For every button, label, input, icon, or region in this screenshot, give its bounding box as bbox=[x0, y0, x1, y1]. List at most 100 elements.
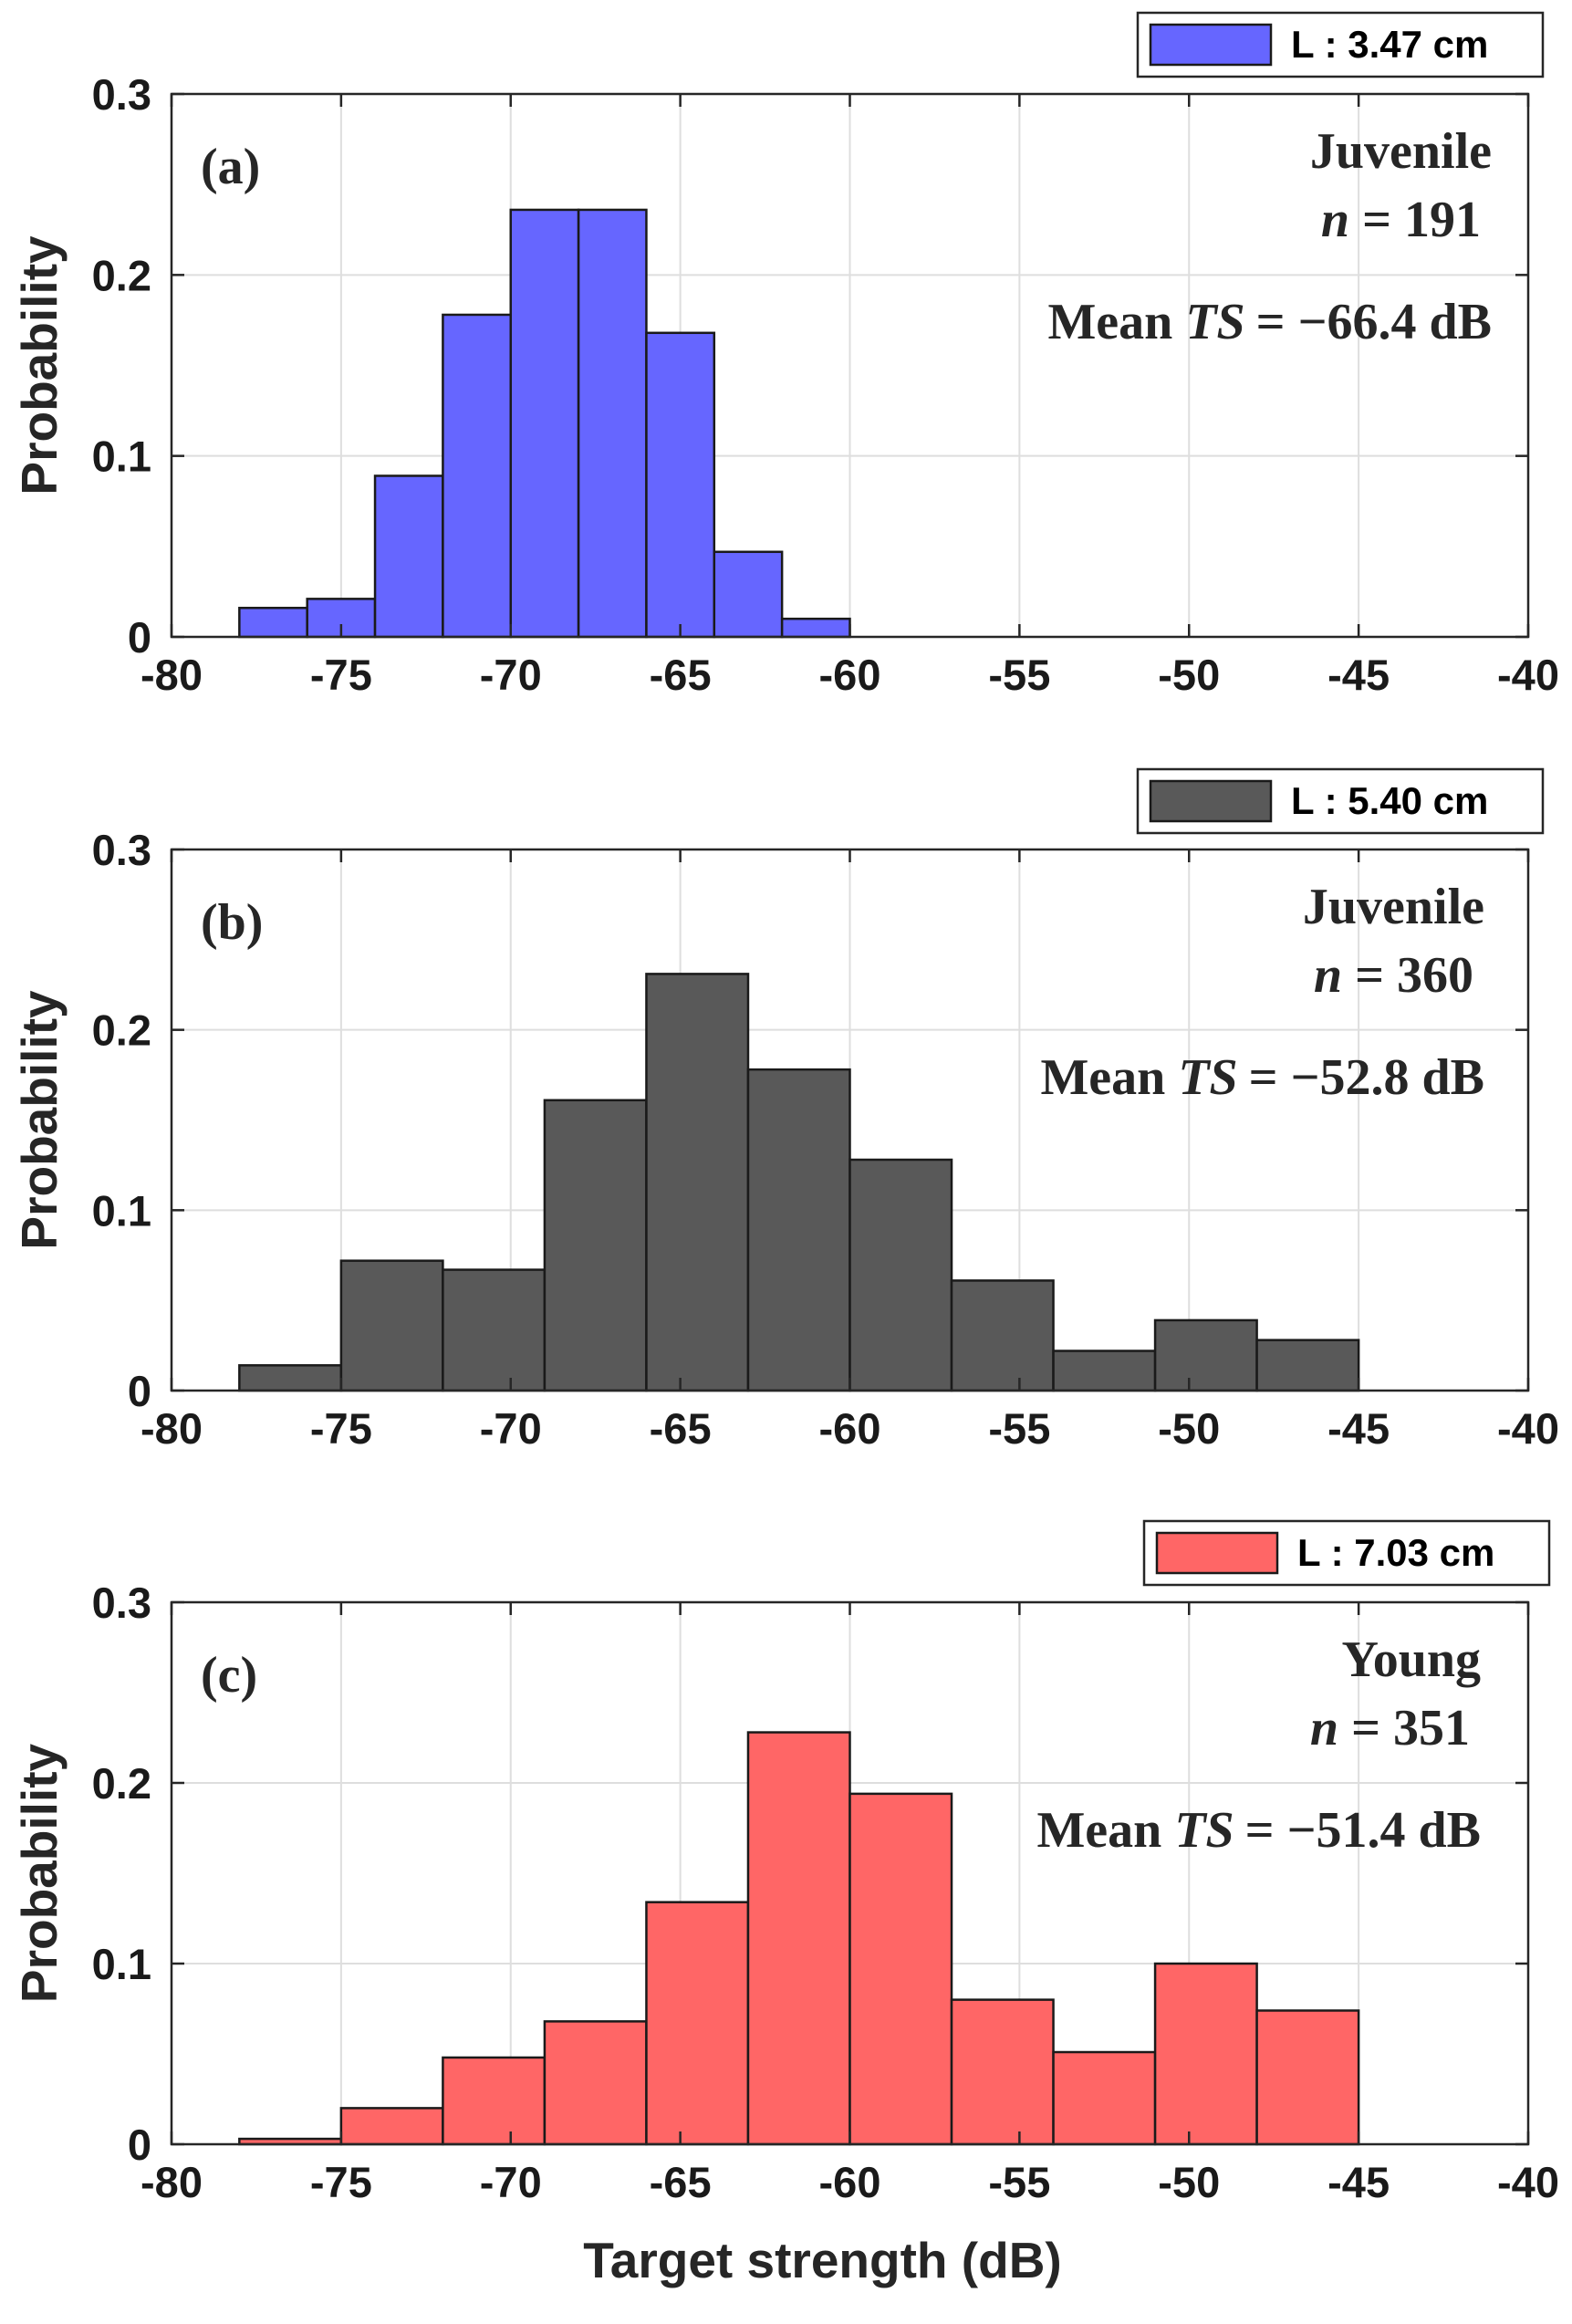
legend-swatch bbox=[1157, 1533, 1277, 1573]
y-tick-label: 0.1 bbox=[92, 432, 151, 481]
mean-ts-annotation: Mean TS = −51.4 dB bbox=[1036, 1802, 1481, 1859]
x-tick-label: -60 bbox=[819, 651, 881, 699]
n-value: = 191 bbox=[1362, 192, 1481, 248]
x-tick-label: -70 bbox=[480, 2158, 542, 2206]
histogram-bar bbox=[442, 315, 510, 637]
x-tick-label: -45 bbox=[1327, 1404, 1390, 1453]
panel-a: -80 -75 -70 -65 -60 -55 -50 -45 -4000.10.20.3Pro… bbox=[11, 13, 1559, 699]
x-tick-label: -65 bbox=[650, 651, 712, 699]
histogram-bar bbox=[1155, 1320, 1257, 1391]
y-axis-label: Probability bbox=[11, 1743, 68, 2003]
mean-var: TS bbox=[1178, 1049, 1237, 1106]
legend: L : 3.47 cm bbox=[1138, 13, 1543, 77]
x-tick-label: -55 bbox=[988, 2158, 1050, 2206]
histogram-bar bbox=[545, 2021, 647, 2144]
histogram-bar bbox=[850, 1160, 953, 1391]
mean-value: = −52.8 dB bbox=[1249, 1049, 1484, 1106]
group-annotation: Young bbox=[1341, 1631, 1481, 1688]
mean-prefix: Mean bbox=[1040, 1049, 1165, 1106]
histogram-bar bbox=[1054, 2052, 1156, 2144]
histogram-bar bbox=[952, 2000, 1054, 2144]
sample-size-annotation: n = 360 bbox=[1314, 947, 1473, 1004]
histogram-bar bbox=[341, 1261, 443, 1391]
mean-ts-annotation: Mean TS = −66.4 dB bbox=[1047, 294, 1492, 350]
panel-label: (b) bbox=[201, 894, 263, 951]
sample-size-annotation: n = 351 bbox=[1310, 1700, 1470, 1756]
n-symbol: n bbox=[1314, 947, 1342, 1004]
y-tick-label: 0.2 bbox=[92, 1006, 151, 1055]
mean-var: TS bbox=[1185, 294, 1244, 350]
histogram-bar bbox=[442, 2058, 545, 2144]
y-tick-label: 0.2 bbox=[92, 251, 151, 299]
histogram-bar bbox=[850, 1794, 953, 2144]
group-annotation: Juvenile bbox=[1303, 879, 1484, 935]
histogram-bar bbox=[341, 2108, 443, 2144]
x-tick-label: -60 bbox=[819, 1404, 881, 1453]
y-tick-label: 0.3 bbox=[92, 826, 151, 874]
x-tick-label: -50 bbox=[1158, 1404, 1220, 1453]
y-tick-label: 0.2 bbox=[92, 1759, 151, 1808]
legend: L : 7.03 cm bbox=[1144, 1521, 1549, 1585]
x-tick-label: -40 bbox=[1497, 651, 1559, 699]
x-tick-label: -40 bbox=[1497, 2158, 1559, 2206]
mean-prefix: Mean bbox=[1047, 294, 1172, 350]
histogram-bar bbox=[646, 333, 713, 637]
histogram-bar bbox=[442, 1270, 545, 1391]
legend-label: L : 3.47 cm bbox=[1291, 23, 1488, 66]
mean-value: = −51.4 dB bbox=[1245, 1802, 1481, 1859]
y-tick-label: 0.3 bbox=[92, 70, 151, 119]
mean-ts-annotation: Mean TS = −52.8 dB bbox=[1040, 1049, 1484, 1106]
panel-label: (a) bbox=[201, 139, 260, 195]
x-tick-label: -70 bbox=[480, 651, 542, 699]
legend-label: L : 7.03 cm bbox=[1297, 1531, 1494, 1574]
histogram-bar bbox=[1054, 1351, 1156, 1391]
histogram-bar bbox=[239, 608, 307, 637]
histogram-bar bbox=[545, 1100, 647, 1391]
x-tick-label: -55 bbox=[988, 1404, 1050, 1453]
panel-c: -80 -75 -70 -65 -60 -55 -50 -45 -40 0 0.1 0.2 0.3 Pro… bbox=[11, 1521, 1559, 2288]
sample-size-annotation: n = 191 bbox=[1321, 192, 1481, 248]
x-tick-label: -75 bbox=[310, 1404, 372, 1453]
mean-value: = −66.4 dB bbox=[1256, 294, 1492, 350]
histogram-bar bbox=[375, 475, 442, 637]
mean-prefix: Mean bbox=[1036, 1802, 1161, 1859]
y-tick-label: 0.1 bbox=[92, 1186, 151, 1235]
histogram-bar bbox=[748, 1733, 850, 2144]
mean-var: TS bbox=[1174, 1802, 1234, 1859]
x-tick-label: -50 bbox=[1158, 2158, 1220, 2206]
x-tick-label: -55 bbox=[988, 651, 1050, 699]
x-tick-label: -75 bbox=[310, 651, 372, 699]
histogram-bar bbox=[782, 619, 849, 637]
histogram-bar bbox=[1257, 2010, 1359, 2144]
y-tick-label: 0.1 bbox=[92, 1940, 151, 1988]
x-axis-label: Target strength (dB) bbox=[583, 2232, 1062, 2288]
x-tick-label: -45 bbox=[1327, 2158, 1390, 2206]
legend: L : 5.40 cm bbox=[1138, 769, 1543, 833]
histogram-bar bbox=[511, 210, 578, 637]
x-tick-label: -60 bbox=[819, 2158, 881, 2206]
legend-swatch bbox=[1150, 781, 1271, 821]
y-axis-label: Probability bbox=[11, 235, 68, 495]
n-value: = 360 bbox=[1355, 947, 1473, 1004]
y-tick-label: 0.3 bbox=[92, 1579, 151, 1627]
x-tick-label: -40 bbox=[1497, 1404, 1559, 1453]
x-tick-label: -75 bbox=[310, 2158, 372, 2206]
y-tick-label: 0 bbox=[128, 2121, 151, 2169]
panel-label: (c) bbox=[201, 1647, 257, 1704]
n-symbol: n bbox=[1321, 192, 1349, 248]
panel-b: -80 -75 -70 -65 -60 -55 -50 -45 -40 0 0.1 0.2 0.3 Pro… bbox=[11, 769, 1559, 1453]
histogram-bar bbox=[646, 1902, 748, 2144]
histogram-bar bbox=[1257, 1340, 1359, 1391]
group-annotation: Juvenile bbox=[1310, 123, 1492, 180]
histogram-bar bbox=[646, 974, 748, 1391]
n-value: = 351 bbox=[1351, 1700, 1470, 1756]
histogram-bar bbox=[952, 1280, 1054, 1391]
y-tick-label: 0 bbox=[128, 1367, 151, 1415]
n-symbol: n bbox=[1310, 1700, 1338, 1756]
y-axis-label: Probability bbox=[11, 990, 68, 1250]
histogram-bar bbox=[239, 1365, 341, 1391]
x-tick-label: -65 bbox=[650, 2158, 712, 2206]
histogram-bar bbox=[578, 210, 646, 637]
x-tick-label: -50 bbox=[1158, 651, 1220, 699]
